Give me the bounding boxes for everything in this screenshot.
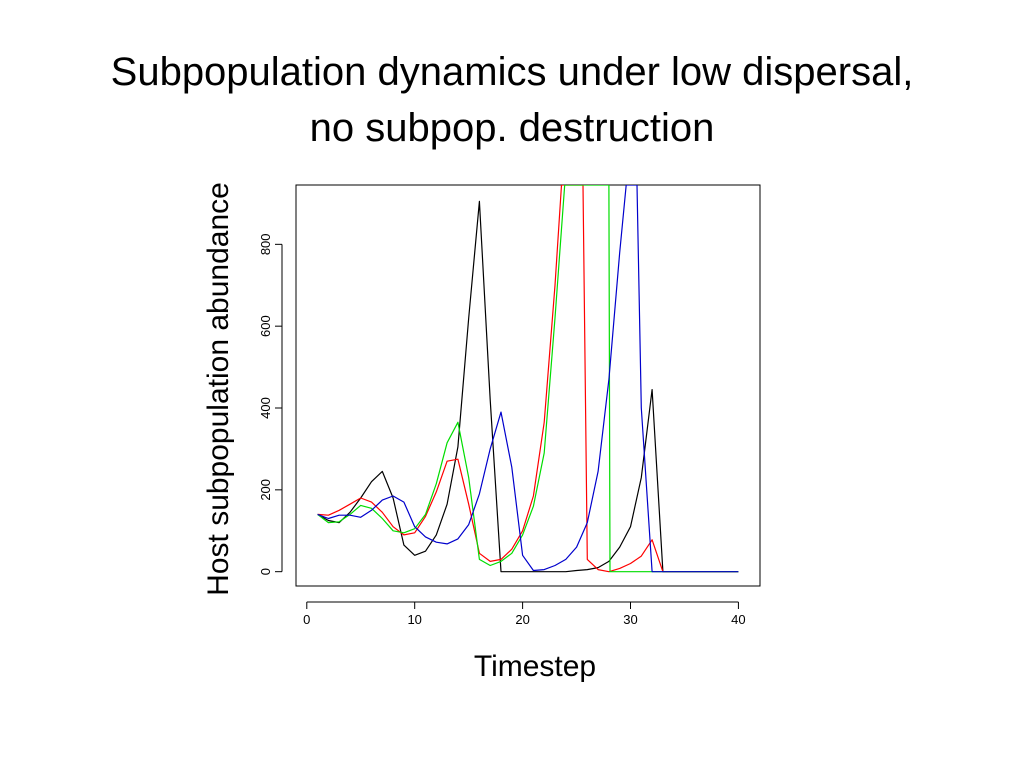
x-tick-label: 40: [731, 612, 745, 627]
y-tick-label: 0: [258, 568, 273, 575]
series-layer: [317, 185, 739, 573]
x-tick-label: 0: [303, 612, 310, 627]
x-tick-label: 30: [623, 612, 637, 627]
x-tick-label: 10: [407, 612, 421, 627]
y-tick-label: 600: [258, 315, 273, 337]
x-tick-label: 20: [515, 612, 529, 627]
y-axis: 0 200 400 600 800: [258, 233, 283, 575]
chart-title-line-2: no subpop. destruction: [309, 106, 715, 150]
series-line-4: [317, 185, 739, 573]
plot-box: [295, 184, 761, 587]
series-line-2: [317, 185, 739, 573]
chart-title-line-1: Subpopulation dynamics under low dispers…: [110, 50, 914, 94]
y-axis-label: Host subpopulation abundance: [202, 182, 235, 596]
x-axis-label: Timestep: [474, 650, 596, 683]
y-tick-label: 400: [258, 397, 273, 419]
y-tick-label: 800: [258, 233, 273, 255]
x-axis: 0 10 20 30 40: [303, 601, 746, 627]
y-tick-label: 200: [258, 479, 273, 501]
series-line-1: [317, 200, 739, 573]
